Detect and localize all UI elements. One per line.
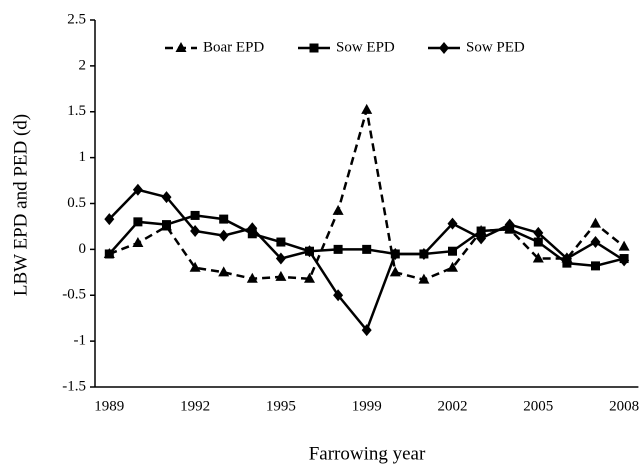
series-line (108, 109, 625, 281)
y-tick-label: 0 (79, 241, 87, 257)
x-tick-label: 1989 (94, 398, 124, 414)
point (276, 237, 286, 247)
point (533, 226, 544, 239)
y-tick-label: 2 (79, 57, 87, 73)
series-line (108, 188, 625, 333)
point (161, 191, 172, 204)
point (104, 249, 114, 259)
y-axis-title: LBW EPD and PED (d) (10, 114, 31, 296)
point (133, 217, 143, 227)
x-tick-label: 2008 (609, 398, 639, 414)
point (132, 236, 144, 247)
x-tick-label: 2002 (438, 398, 468, 414)
point (275, 270, 287, 281)
x-tick-label: 1999 (352, 398, 382, 414)
legend-marker (439, 42, 449, 54)
point (448, 246, 457, 256)
point (590, 236, 601, 249)
point (333, 289, 344, 302)
point (162, 220, 171, 230)
legend-label: Sow PED (466, 39, 525, 55)
point (591, 261, 600, 271)
y-tick-label: 0.5 (67, 195, 86, 211)
y-tick-label: 2.5 (67, 11, 86, 27)
point (304, 272, 315, 283)
legend-label: Sow EPD (336, 39, 395, 55)
point (447, 261, 458, 272)
y-tick-label: 1 (79, 149, 87, 165)
point (390, 247, 401, 260)
point (447, 217, 458, 230)
point (418, 273, 430, 284)
point (218, 266, 230, 277)
point (389, 266, 401, 277)
point (532, 252, 544, 263)
y-tick-label: -1 (74, 333, 87, 349)
point (246, 272, 258, 283)
x-tick-label: 2005 (523, 398, 553, 414)
point (218, 229, 229, 242)
point (362, 244, 372, 254)
point (332, 204, 344, 215)
point (247, 222, 258, 235)
point (618, 240, 630, 251)
legend-marker (309, 43, 319, 53)
y-tick-label: -0.5 (62, 287, 86, 303)
point (304, 245, 315, 258)
x-tick-label: 1995 (266, 398, 296, 414)
point (333, 244, 343, 254)
point (561, 252, 572, 265)
point (533, 237, 543, 247)
x-tick-label: 1992 (180, 398, 210, 414)
point (190, 210, 200, 220)
point (361, 103, 373, 114)
y-tick-label: 1.5 (67, 103, 86, 119)
point (132, 183, 143, 196)
legend-marker (175, 42, 187, 52)
y-tick-label: -1.5 (62, 378, 86, 394)
point (275, 252, 286, 265)
point (476, 232, 487, 245)
point (619, 254, 630, 267)
legend-label: Boar EPD (203, 39, 264, 55)
point (189, 261, 201, 272)
point (476, 226, 486, 236)
point (361, 324, 372, 337)
point (104, 213, 115, 226)
point (504, 218, 515, 231)
x-axis-title: Farrowing year (309, 443, 426, 464)
point (418, 247, 429, 260)
point (219, 214, 229, 224)
point (190, 225, 201, 238)
point (590, 217, 601, 228)
